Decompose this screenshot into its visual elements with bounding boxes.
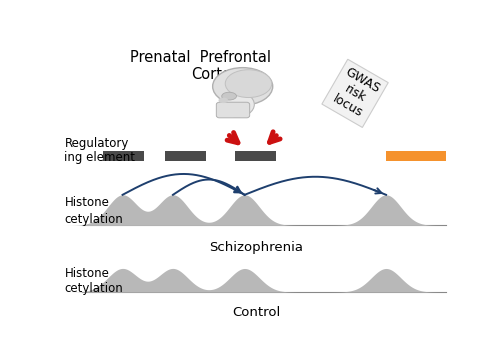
Bar xyxy=(386,151,446,161)
Text: Cortex: Cortex xyxy=(192,67,240,82)
Bar xyxy=(103,151,144,161)
Bar xyxy=(235,151,276,161)
Text: Regulatory: Regulatory xyxy=(64,136,129,149)
Ellipse shape xyxy=(222,92,236,100)
Text: Histone: Histone xyxy=(64,267,110,280)
Ellipse shape xyxy=(218,97,228,103)
Text: Prenatal  Prefrontal: Prenatal Prefrontal xyxy=(130,50,270,65)
Bar xyxy=(165,151,206,161)
Text: ing element: ing element xyxy=(64,151,136,164)
Ellipse shape xyxy=(220,92,254,117)
Text: GWAS
risk
locus: GWAS risk locus xyxy=(328,65,382,121)
Text: cetylation: cetylation xyxy=(64,213,123,226)
Text: Control: Control xyxy=(232,306,280,319)
Text: Schizophrenia: Schizophrenia xyxy=(209,241,303,254)
Text: Histone: Histone xyxy=(64,196,110,209)
Text: cetylation: cetylation xyxy=(64,282,123,295)
Ellipse shape xyxy=(225,70,272,97)
Ellipse shape xyxy=(212,68,272,105)
FancyBboxPatch shape xyxy=(216,102,250,118)
